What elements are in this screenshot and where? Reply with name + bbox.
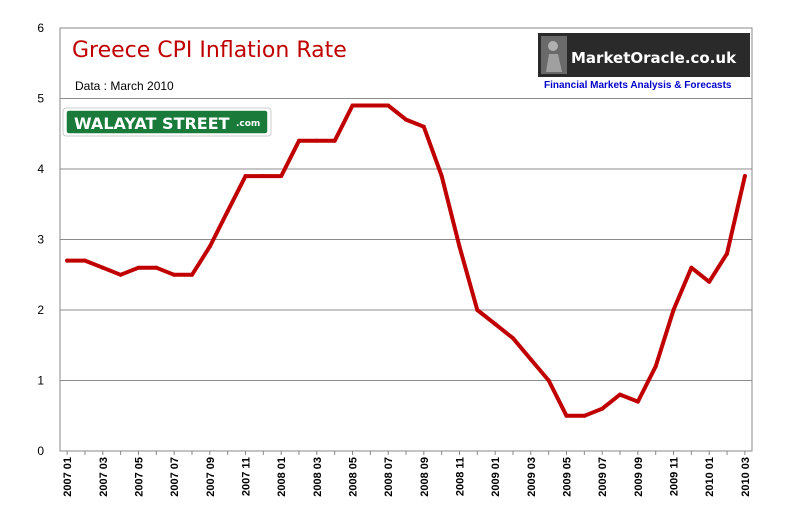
x-tick-label: 2007 01 — [62, 457, 74, 497]
x-tick-label: 2007 03 — [98, 457, 110, 497]
y-tick-label: 3 — [37, 233, 44, 247]
data-point — [225, 209, 230, 214]
data-point — [368, 103, 373, 108]
data-point — [618, 392, 623, 397]
x-tick-label: 2008 05 — [347, 457, 359, 497]
data-point — [582, 413, 587, 418]
x-tick-label: 2007 11 — [240, 457, 252, 496]
x-tick-label: 2009 11 — [669, 457, 681, 496]
data-point — [296, 138, 301, 143]
x-tick-label: 2010 01 — [704, 457, 716, 497]
x-tick-label: 2009 09 — [633, 457, 645, 497]
x-tick-label: 2009 01 — [490, 457, 502, 497]
x-axis-ticks: 2007 01 2007 03 2007 05 2007 07 2007 09 2007 … — [62, 457, 752, 497]
y-axis-ticks: 0 1 2 3 4 5 6 — [37, 21, 44, 458]
data-point — [511, 336, 516, 341]
data-point — [172, 272, 177, 277]
data-point — [528, 357, 533, 362]
x-tick-label: 2008 03 — [312, 457, 324, 497]
x-tick-label: 2008 09 — [419, 457, 431, 497]
data-point — [207, 244, 212, 249]
data-point — [671, 308, 676, 312]
data-point — [65, 258, 70, 263]
data-point — [421, 124, 426, 129]
data-point — [475, 308, 480, 312]
x-tick-label: 2009 05 — [562, 457, 574, 497]
data-point — [332, 138, 337, 143]
data-point — [546, 378, 551, 383]
x-axis-tick-marks — [66, 451, 746, 455]
statue-head-icon — [548, 41, 558, 51]
market-oracle-tagline: Financial Markets Analysis & Forecasts — [544, 80, 732, 91]
data-point — [493, 322, 498, 327]
x-tick-label: 2007 07 — [169, 457, 181, 497]
data-point — [261, 174, 266, 179]
y-tick-label: 6 — [37, 21, 44, 35]
y-tick-label: 1 — [37, 374, 44, 388]
walayat-logo-name: WALAYAT STREET — [74, 114, 230, 133]
data-point — [564, 413, 569, 418]
walayat-logo-suffix: .com — [236, 119, 260, 129]
data-point — [707, 279, 712, 284]
x-tick-label: 2008 11 — [455, 457, 467, 496]
data-point — [742, 174, 747, 179]
data-point — [725, 251, 730, 256]
data-point — [386, 103, 391, 108]
data-point — [154, 265, 159, 270]
x-tick-label: 2008 07 — [383, 457, 395, 497]
data-point — [314, 138, 319, 143]
x-tick-label: 2010 03 — [740, 457, 752, 497]
data-point — [350, 103, 355, 108]
data-point — [100, 265, 105, 270]
data-point — [82, 258, 87, 263]
chart-title: Greece CPI Inflation Rate — [72, 38, 347, 63]
walayat-street-logo: WALAYAT STREET .com — [62, 107, 272, 137]
data-point — [457, 244, 462, 249]
data-point — [439, 174, 444, 179]
market-oracle-logo: MarketOracle.co.uk Financial Markets Ana… — [538, 33, 750, 91]
x-tick-label: 2009 03 — [526, 457, 538, 497]
y-tick-label: 2 — [37, 303, 44, 317]
data-point — [653, 364, 658, 369]
y-tick-label: 5 — [37, 92, 44, 106]
gridlines — [60, 98, 752, 381]
data-points — [65, 103, 747, 418]
market-oracle-name: MarketOracle.co.uk — [571, 49, 737, 67]
data-point — [118, 272, 123, 277]
data-point — [243, 174, 248, 179]
x-tick-label: 2007 09 — [205, 457, 217, 497]
data-point — [136, 265, 141, 270]
y-tick-label: 0 — [37, 444, 44, 458]
data-point — [404, 117, 408, 122]
x-tick-label: 2008 01 — [276, 457, 288, 497]
data-point — [600, 406, 605, 411]
data-point — [689, 265, 694, 270]
x-tick-label: 2007 05 — [133, 457, 145, 497]
y-tick-label: 4 — [37, 162, 44, 176]
data-point — [635, 399, 640, 404]
data-point — [189, 272, 194, 277]
data-point — [279, 174, 284, 179]
x-tick-label: 2009 07 — [597, 457, 609, 497]
chart-subtitle: Data : March 2010 — [75, 79, 174, 93]
